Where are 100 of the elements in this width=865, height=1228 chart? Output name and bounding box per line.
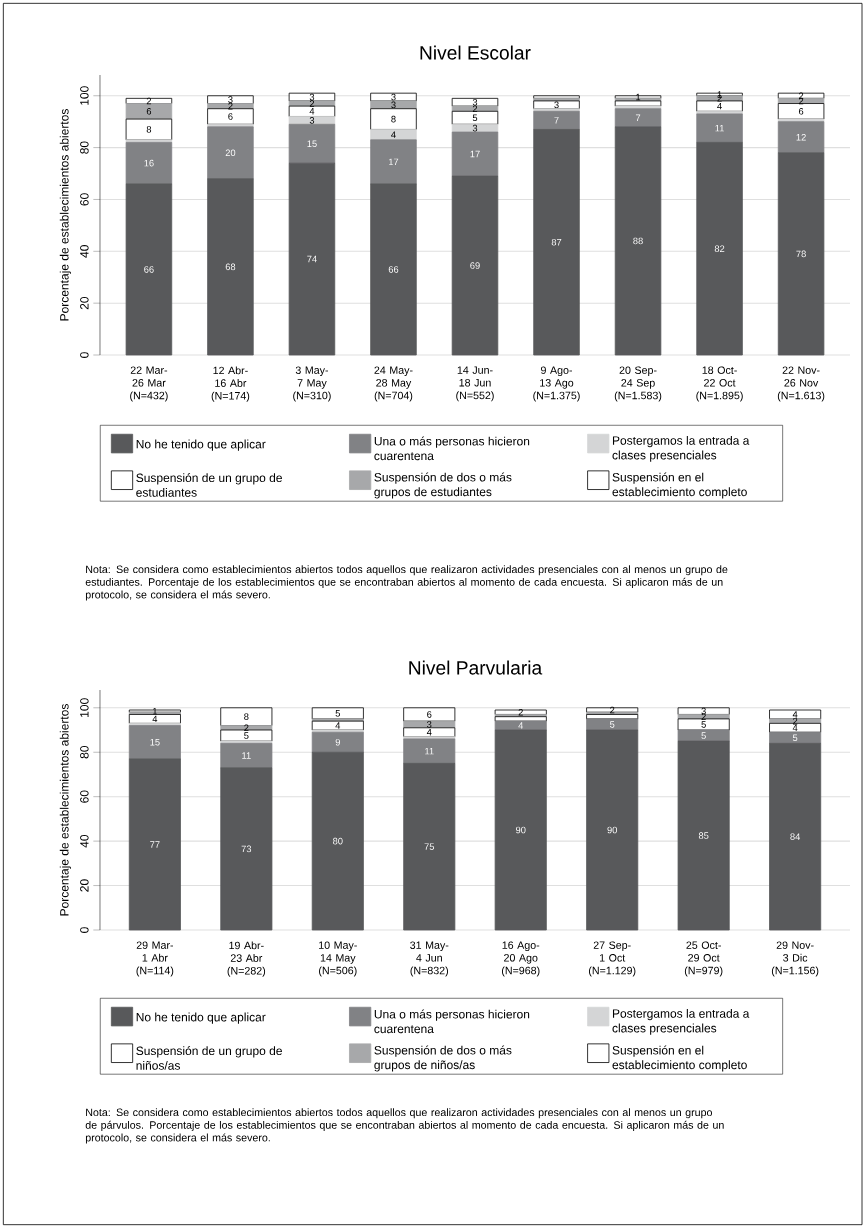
data-label: 8 [146, 126, 152, 133]
data-label: 77 [150, 841, 160, 848]
y-tick-label: 80 [80, 746, 89, 759]
data-label: 2 [610, 706, 615, 714]
data-label: 3 [472, 98, 478, 106]
data-label: 6 [228, 113, 233, 120]
x-tick-label: 29 Mar- 1 Abr (N=114) [136, 941, 174, 977]
legend-label: Una o más personas hicieron cuarentena [374, 1009, 530, 1034]
x-tick-label: 18 Oct- 22 Oct (N=1.895) [696, 366, 743, 402]
data-label: 5 [472, 114, 478, 122]
data-label: 90 [607, 826, 618, 834]
data-label: 6 [798, 108, 804, 115]
data-label: 2 [518, 708, 523, 716]
y-tick-label: 0 [80, 927, 89, 933]
data-label: 4 [518, 722, 524, 729]
data-label: 1 [636, 93, 641, 101]
x-tick-label: 9 Ago- 13 Ago (N=1.375) [533, 366, 580, 402]
chart-title: Nivel Parvularia [409, 660, 543, 675]
data-label: 85 [698, 832, 709, 839]
data-label: 84 [790, 833, 801, 840]
data-label: 4 [426, 729, 432, 736]
x-tick-label: 12 Abr- 16 Abr (N=174) [211, 366, 250, 402]
legend-label: Suspensión de dos o más grupos de niños/as [374, 1045, 512, 1072]
data-label: 66 [388, 266, 399, 273]
data-label: 11 [425, 747, 434, 755]
data-label: 11 [242, 752, 251, 759]
data-label: 17 [389, 158, 399, 166]
legend-label: No he tenido que aplicar [136, 1012, 266, 1024]
data-label: 90 [515, 826, 526, 834]
data-label: 68 [225, 263, 236, 271]
data-label: 5 [792, 734, 798, 742]
data-label: 4 [391, 131, 396, 138]
y-tick-label: 20 [80, 296, 89, 310]
data-label: 3 [472, 124, 478, 132]
data-label: 3 [427, 721, 432, 728]
legend-label: Suspensión de un grupo de niños/as [136, 1046, 282, 1070]
data-label: 8 [244, 713, 249, 720]
x-tick-label: 3 May- 7 May (N=310) [293, 366, 331, 402]
data-label: 5 [609, 721, 615, 728]
data-label: 3 [309, 117, 315, 124]
y-tick-label: 20 [80, 879, 89, 892]
data-label: 78 [796, 250, 806, 258]
data-label: 88 [633, 237, 643, 245]
data-label: 8 [391, 115, 396, 123]
data-label: 87 [551, 238, 562, 246]
data-label: 75 [424, 843, 435, 850]
x-tick-label: 20 Sep- 24 Sep (N=1.583) [614, 366, 662, 402]
data-label: 2 [244, 724, 249, 732]
x-tick-label: 14 Jun- 18 Jun (N=552) [456, 366, 494, 402]
data-label: 3 [228, 96, 233, 103]
data-label: 2 [798, 97, 804, 105]
data-label: 5 [335, 710, 340, 717]
x-tick-label: 22 Mar- 26 Mar (N=432) [130, 366, 168, 402]
data-label: 7 [635, 114, 641, 121]
x-tick-label: 25 Oct- 29 Oct (N=979) [684, 941, 723, 977]
x-tick-label: 31 May- 4 Jun (N=832) [410, 941, 449, 977]
x-tick-label: 16 Ago- 20 Ago (N=968) [501, 941, 540, 977]
y-tick-label: 0 [80, 352, 89, 358]
data-label: 7 [554, 117, 559, 124]
data-label: 12 [796, 133, 806, 141]
data-label: 4 [335, 722, 341, 729]
data-label: 5 [244, 732, 249, 739]
y-tick-label: 60 [80, 193, 89, 206]
data-label: 80 [333, 837, 343, 845]
x-tick-label: 10 May- 14 May (N=506) [319, 941, 357, 977]
legend-label: Una o más personas hicieron cuarentena [374, 436, 530, 461]
legend-label: Postergamos la entrada a clases presenciales [612, 1008, 750, 1035]
data-label: 1 [152, 707, 158, 715]
x-tick-label: 29 Nov- 3 Dic (N=1.156) [771, 941, 819, 977]
x-tick-label: 22 Nov- 26 Nov (N=1.613) [777, 366, 825, 402]
data-label: 3 [554, 101, 559, 109]
y-tick-label: 40 [80, 834, 89, 848]
legend-label: Suspensión de dos o más grupos de estudiantes [374, 472, 512, 499]
data-label: 2 [792, 717, 798, 725]
data-label: 69 [470, 262, 480, 269]
data-label: 4 [152, 715, 158, 723]
y-tick-label: 60 [80, 790, 89, 803]
data-label: 20 [225, 149, 236, 157]
y-tick-label: 100 [80, 698, 89, 717]
data-label: 3 [391, 93, 396, 101]
x-tick-label: 27 Sep- 1 Oct (N=1.129) [589, 941, 636, 977]
data-label: 15 [307, 140, 317, 147]
legend-label: Suspensión en el establecimiento completo [612, 1045, 747, 1072]
data-label: 82 [714, 245, 725, 253]
text: Nota: Se considera como establecimientos abiertos todos aquellos que realizaron actividades presenciales con al menos un grupo de estudiantes. Porcentaje de los establecimientos que se encontraban abiertos al momento de cada encuesta. Si aplicaron más de un protocolo, se considera el más severo. [85, 565, 728, 601]
data-label: 3 [309, 93, 315, 101]
data-label: 15 [150, 738, 160, 746]
y-axis-title: Porcentaje de establecimientos abiertos [59, 109, 71, 321]
data-label: 2 [472, 105, 478, 112]
data-label: 6 [146, 108, 152, 115]
x-tick-label: 19 Abr- 23 Abr (N=282) [227, 941, 266, 977]
y-tick-label: 40 [80, 245, 89, 258]
legend-label: Suspensión en el establecimiento completo [612, 472, 747, 499]
chart-title: Nivel Escolar [420, 45, 531, 60]
data-label: 17 [470, 150, 480, 158]
data-label: 2 [146, 97, 152, 105]
legend-label: Suspensión de un grupo de estudiantes [136, 473, 282, 497]
data-label: 74 [307, 255, 317, 263]
data-label: 16 [144, 159, 154, 167]
data-label: 3 [701, 707, 706, 715]
